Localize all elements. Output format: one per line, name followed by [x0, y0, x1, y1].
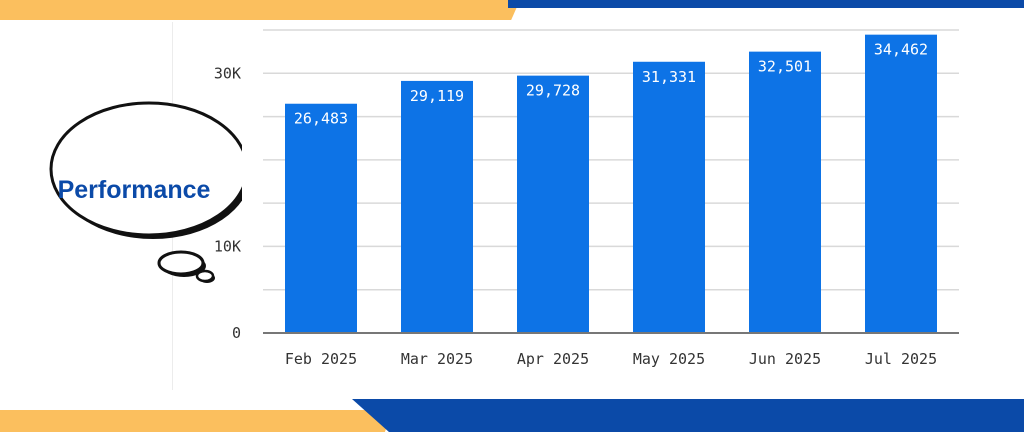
bar	[633, 61, 705, 333]
thought-bubble: Performance	[22, 98, 251, 288]
x-tick-label: Apr 2025	[517, 350, 589, 368]
bar	[749, 51, 821, 333]
y-tick-label: 10K	[214, 237, 241, 255]
x-tick-label: Mar 2025	[401, 350, 473, 368]
data-label: 29,119	[410, 87, 464, 105]
bottom-orange-stripe	[0, 410, 392, 432]
bar	[865, 34, 937, 334]
data-label: 34,462	[874, 41, 928, 59]
data-label: 26,483	[294, 110, 348, 128]
x-tick-label: Jun 2025	[749, 350, 821, 368]
x-tick-label: Jul 2025	[865, 350, 937, 368]
bar	[285, 103, 357, 334]
data-label: 32,501	[758, 58, 812, 76]
top-orange-stripe	[0, 0, 520, 20]
x-tick-label: May 2025	[633, 350, 705, 368]
thought-bubble-icon	[49, 101, 251, 283]
data-label: 29,728	[526, 82, 580, 100]
y-tick-label: 30K	[214, 64, 241, 82]
bar	[517, 75, 589, 334]
top-blue-stripe	[508, 0, 1024, 8]
bar	[401, 80, 473, 333]
y-tick-label: 0	[232, 324, 241, 342]
x-tick-label: Feb 2025	[285, 350, 357, 368]
data-label: 31,331	[642, 68, 696, 86]
bubble-label: Performance	[57, 176, 211, 204]
bottom-blue-stripe	[352, 399, 1024, 432]
